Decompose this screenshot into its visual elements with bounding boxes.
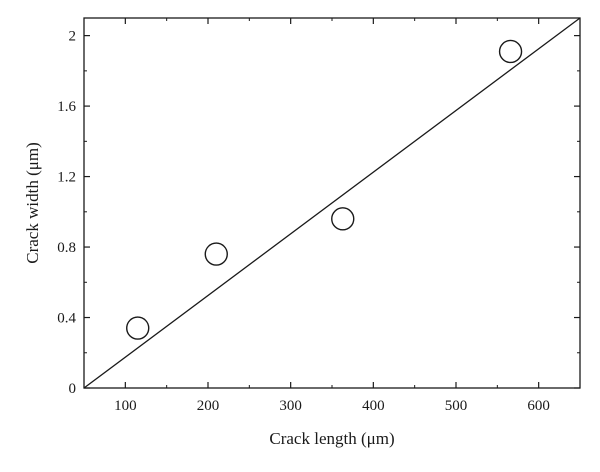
fit-line	[83, 17, 581, 389]
fit-line-layer	[83, 17, 581, 389]
y-tick-label: 1.2	[57, 170, 76, 186]
y-axis-ticks: 0 0.4 0.8 1.2 1.6 2	[57, 29, 580, 397]
x-axis-ticks: 100 200 300 400 500 600	[83, 18, 581, 414]
y-tick-label: 0	[69, 381, 77, 397]
y-tick-label: 2	[69, 29, 77, 45]
data-point	[204, 242, 228, 266]
data-points-layer	[126, 39, 523, 340]
data-point	[331, 207, 355, 231]
x-tick-label: 200	[197, 398, 220, 414]
data-point	[126, 316, 150, 340]
x-tick-label: 600	[527, 398, 550, 414]
x-tick-label: 300	[279, 398, 302, 414]
x-tick-label: 400	[362, 398, 385, 414]
data-point	[498, 39, 523, 64]
x-axis-label: Crack length (μm)	[269, 429, 394, 448]
y-tick-label: 0.4	[57, 311, 76, 327]
x-tick-label: 100	[114, 398, 137, 414]
x-tick-label: 500	[445, 398, 468, 414]
y-axis-label: Crack width (μm)	[23, 142, 42, 263]
y-tick-label: 0.8	[57, 240, 76, 256]
y-tick-label: 1.6	[57, 99, 76, 115]
